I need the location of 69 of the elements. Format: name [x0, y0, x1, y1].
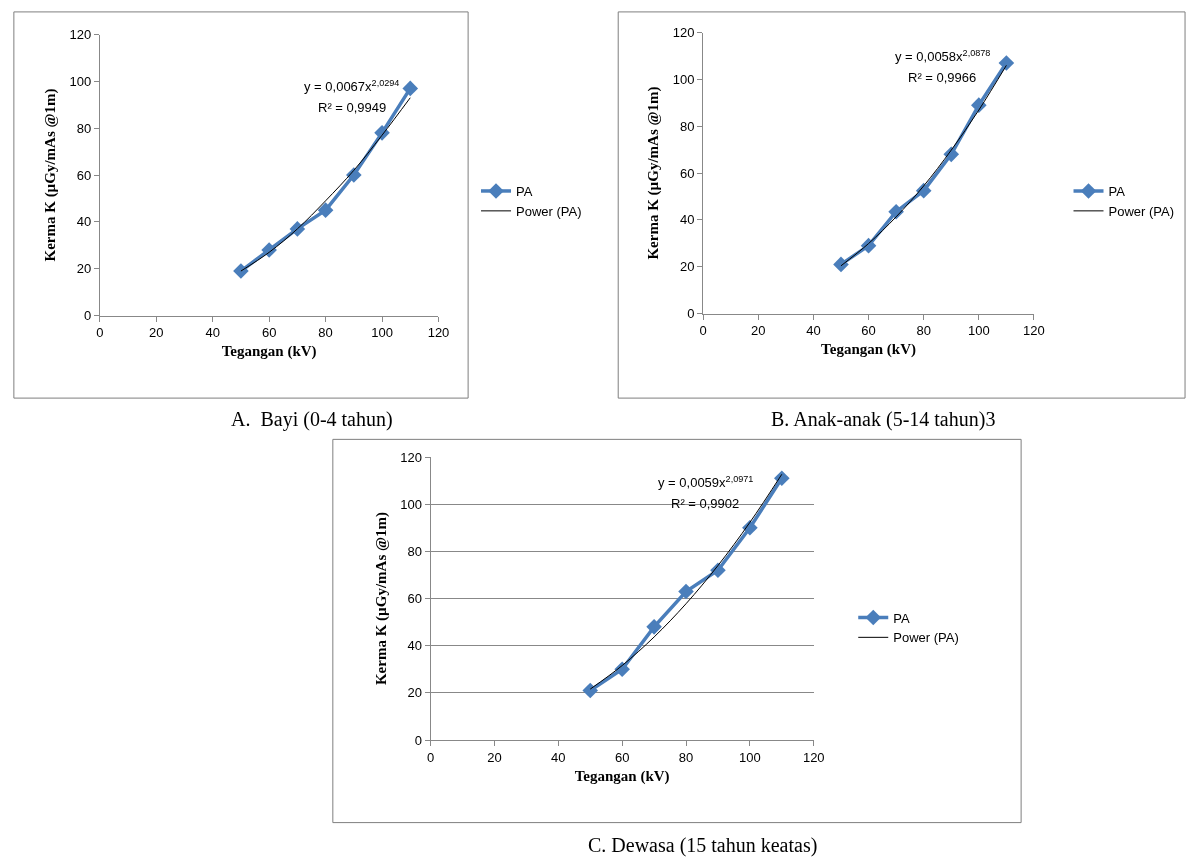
x-axis-title: Tegangan (kV): [574, 767, 670, 785]
y-tick-label: 120: [672, 25, 695, 41]
x-tick-label: 100: [739, 749, 761, 765]
x-tick-label: 20: [751, 323, 766, 339]
y-tick-label: 0: [687, 306, 695, 322]
point: [646, 619, 662, 635]
x-tick-label: 120: [802, 749, 825, 765]
x-tick-label: 60: [261, 325, 277, 341]
y-tick-label: 20: [680, 259, 695, 275]
x-tick-label: 0: [699, 323, 707, 339]
y-tick-label: 40: [407, 638, 422, 654]
annotation: R² = 0,9966: [908, 70, 977, 85]
x-tick-label: 80: [916, 323, 931, 339]
legend-label: PA: [516, 184, 533, 200]
y-tick-label: 40: [76, 214, 92, 230]
y-tick-label: 100: [69, 73, 92, 89]
y-tick-label: 0: [83, 308, 92, 324]
y-tick-label: 20: [76, 261, 92, 277]
x-tick-label: 80: [318, 325, 333, 341]
y-tick-label: 80: [407, 543, 422, 559]
point: [402, 80, 419, 97]
legend-label: Power (PA): [1108, 203, 1175, 219]
x-tick-label: 0: [96, 325, 104, 341]
y-tick-label: 120: [69, 27, 92, 43]
y-tick-label: 0: [414, 732, 422, 748]
x-tick-label: 100: [967, 323, 990, 339]
legend-label: PA: [893, 610, 910, 626]
point: [833, 256, 849, 273]
y-tick-label: 60: [680, 165, 695, 181]
x-axis-title: Tegangan (kV): [221, 343, 317, 361]
y-tick-label: 60: [76, 167, 92, 183]
point: [998, 55, 1015, 71]
y-axis-title: Kerma K (µGy/mAs @1m): [645, 86, 663, 260]
annotation: R² = 0,9902: [671, 496, 740, 511]
point: [678, 583, 694, 600]
y-tick-label: 80: [680, 118, 695, 134]
annotation: y = 0,0058x$^{2,0878}$: [895, 48, 991, 65]
annotation: y = 0,0067x$^{2,0294}$: [304, 78, 400, 95]
x-tick-label: 60: [861, 323, 876, 339]
y-tick-label: 60: [407, 591, 422, 607]
x-axis-title: Tegangan (kV): [821, 341, 916, 359]
x-tick-label: 120: [427, 325, 450, 341]
x-tick-label: 40: [551, 749, 566, 765]
y-tick-label: 80: [76, 120, 92, 136]
text: B. Anak-anak (5-14 tahun)3: [771, 408, 996, 431]
text: A. Bayi (0-4 tahun): [231, 408, 393, 431]
x-tick-label: 120: [1023, 323, 1045, 339]
y-tick-label: 100: [672, 71, 695, 87]
y-tick-label: 40: [680, 212, 695, 228]
text: C. Dewasa (15 tahun keatas): [588, 834, 818, 857]
legend-label: Power (PA): [516, 203, 582, 219]
x-tick-label: 100: [371, 325, 393, 341]
x-tick-label: 0: [426, 749, 435, 765]
point: [317, 202, 334, 218]
x-tick-label: 20: [149, 325, 164, 341]
y-tick-label: 120: [400, 449, 422, 465]
x-tick-label: 40: [806, 323, 821, 339]
y-tick-label: 100: [400, 496, 422, 512]
y-axis-title: Kerma K (µGy/mAs @1m): [41, 88, 59, 262]
annotation: y = 0,0059x$^{2,0971}$: [658, 474, 754, 491]
x-tick-label: 20: [487, 749, 502, 765]
legend-label: Power (PA): [893, 630, 959, 646]
x-tick-label: 40: [205, 325, 220, 341]
x-tick-label: 60: [614, 749, 630, 765]
legend-label: PA: [1108, 184, 1126, 200]
annotation: R² = 0,9949: [318, 100, 387, 115]
y-tick-label: 20: [407, 685, 422, 701]
y-axis-title: Kerma K (µGy/mAs @1m): [372, 512, 390, 686]
point: [582, 682, 599, 699]
